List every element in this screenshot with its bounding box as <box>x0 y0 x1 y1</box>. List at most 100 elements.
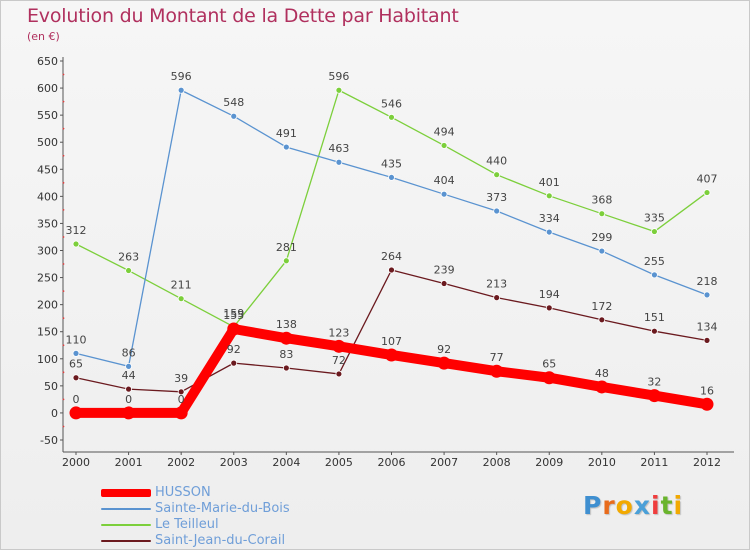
legend-label-sainte-marie-du-bois: Sainte-Marie-du-Bois <box>155 501 290 516</box>
data-label-le-teilleul: 440 <box>486 155 507 168</box>
y-minor-tick <box>62 73 65 76</box>
data-label-le-teilleul: 401 <box>539 176 560 189</box>
data-label-husson: 0 <box>73 393 80 406</box>
y-tick-label: 150 <box>37 326 58 339</box>
data-point-saint-jean-du-corail <box>388 266 395 274</box>
data-label-le-teilleul: 159 <box>223 307 244 320</box>
data-label-sainte-marie-du-bois: 110 <box>66 333 87 346</box>
data-point-sainte-marie-du-bois <box>545 228 553 236</box>
data-point-husson <box>647 389 661 403</box>
legend-label-le-teilleul: Le Teilleul <box>155 517 219 532</box>
data-point-le-teilleul <box>335 86 343 94</box>
data-point-le-teilleul <box>388 113 395 121</box>
data-point-husson <box>69 406 83 420</box>
data-point-husson <box>700 397 714 411</box>
y-tick-label: 650 <box>37 55 58 68</box>
x-tick-label: 2008 <box>483 456 511 469</box>
data-label-sainte-marie-du-bois: 334 <box>539 212 560 225</box>
x-tick-label: 2002 <box>167 456 195 469</box>
data-point-saint-jean-du-corail <box>493 294 501 302</box>
y-tick-label: -50 <box>40 434 58 447</box>
data-point-husson <box>122 406 136 420</box>
data-point-le-teilleul <box>125 267 132 274</box>
y-tick-label: 100 <box>37 353 58 366</box>
data-point-saint-jean-du-corail <box>651 327 658 335</box>
legend-swatch-sainte-marie-du-bois <box>101 508 151 510</box>
data-point-husson <box>279 331 293 345</box>
data-label-husson: 77 <box>490 351 504 364</box>
data-point-husson <box>437 356 451 370</box>
y-tick-label: 450 <box>37 163 58 176</box>
x-tick-label: 2003 <box>220 456 248 469</box>
data-labels-layer: 65 44 39 92 83 72 264 239 213 194 172 151 134 312 263 2… <box>66 70 718 406</box>
data-point-le-teilleul <box>177 295 185 303</box>
data-point-saint-jean-du-corail <box>72 374 80 382</box>
data-label-husson: 48 <box>595 367 609 380</box>
data-label-husson: 32 <box>647 376 661 389</box>
logo-letter: t <box>660 491 674 520</box>
data-label-le-teilleul: 494 <box>434 125 455 138</box>
x-tick-label: 2001 <box>115 456 143 469</box>
y-tick-label: 550 <box>37 109 58 122</box>
legend-label-saint-jean-du-corail: Saint-Jean-du-Corail <box>155 533 286 548</box>
data-point-saint-jean-du-corail <box>335 370 343 378</box>
y-tick-label: 300 <box>37 245 58 258</box>
data-point-sainte-marie-du-bois <box>72 349 80 357</box>
y-tick-label: 200 <box>37 299 58 312</box>
data-label-le-teilleul: 407 <box>697 173 718 186</box>
data-label-sainte-marie-du-bois: 404 <box>434 174 455 187</box>
y-minor-tick <box>62 100 65 103</box>
data-label-saint-jean-du-corail: 92 <box>227 343 241 356</box>
data-label-le-teilleul: 281 <box>276 241 297 254</box>
data-point-le-teilleul <box>493 171 501 179</box>
data-label-husson: 107 <box>381 335 402 348</box>
data-label-saint-jean-du-corail: 83 <box>279 348 293 361</box>
data-point-husson <box>595 380 609 394</box>
data-point-saint-jean-du-corail <box>703 336 711 344</box>
data-point-saint-jean-du-corail <box>125 385 132 393</box>
data-label-saint-jean-du-corail: 72 <box>332 354 346 367</box>
x-tick-label: 2012 <box>693 456 721 469</box>
y-minor-tick <box>62 263 65 265</box>
y-minor-tick <box>62 344 65 347</box>
y-minor-tick <box>62 371 65 374</box>
data-point-sainte-marie-du-bois <box>703 291 711 299</box>
data-point-le-teilleul <box>598 210 606 218</box>
y-tick-label: 400 <box>37 190 58 203</box>
y-tick-label: 350 <box>37 217 58 230</box>
data-label-saint-jean-du-corail: 134 <box>697 320 718 333</box>
proxiti-logo: Proxiti <box>583 491 683 520</box>
x-tick-label: 2009 <box>535 456 563 469</box>
legend-swatch-husson <box>101 489 151 497</box>
data-point-husson <box>174 406 188 420</box>
data-point-saint-jean-du-corail <box>230 359 238 367</box>
data-point-le-teilleul <box>703 189 711 196</box>
x-tick-label: 2010 <box>588 456 616 469</box>
y-minor-tick <box>62 290 65 293</box>
y-minor-tick <box>62 154 65 157</box>
logo-letter: i <box>651 491 661 520</box>
data-point-husson <box>227 322 241 336</box>
series-layer <box>69 86 714 420</box>
data-label-le-teilleul: 596 <box>328 70 349 83</box>
data-point-le-teilleul <box>651 228 658 235</box>
legend-swatch-saint-jean-du-corail <box>101 540 151 542</box>
series-line-sainte-marie-du-bois <box>75 89 708 368</box>
y-tick-label: 500 <box>37 136 58 149</box>
x-tick-label: 2000 <box>62 456 90 469</box>
data-point-sainte-marie-du-bois <box>388 174 395 181</box>
data-label-sainte-marie-du-bois: 548 <box>223 96 244 109</box>
y-minor-tick <box>62 425 65 428</box>
data-point-husson <box>542 371 556 385</box>
y-tick-label: 50 <box>44 380 58 393</box>
data-label-le-teilleul: 335 <box>644 212 665 225</box>
x-tick-label: 2007 <box>430 456 458 469</box>
y-tick-label: 600 <box>37 82 58 95</box>
data-label-le-teilleul: 263 <box>118 251 139 264</box>
data-point-saint-jean-du-corail <box>545 304 553 312</box>
y-tick-label: 250 <box>37 272 58 285</box>
data-label-husson: 92 <box>437 343 451 356</box>
data-point-saint-jean-du-corail <box>177 388 185 396</box>
data-label-saint-jean-du-corail: 264 <box>381 250 402 263</box>
